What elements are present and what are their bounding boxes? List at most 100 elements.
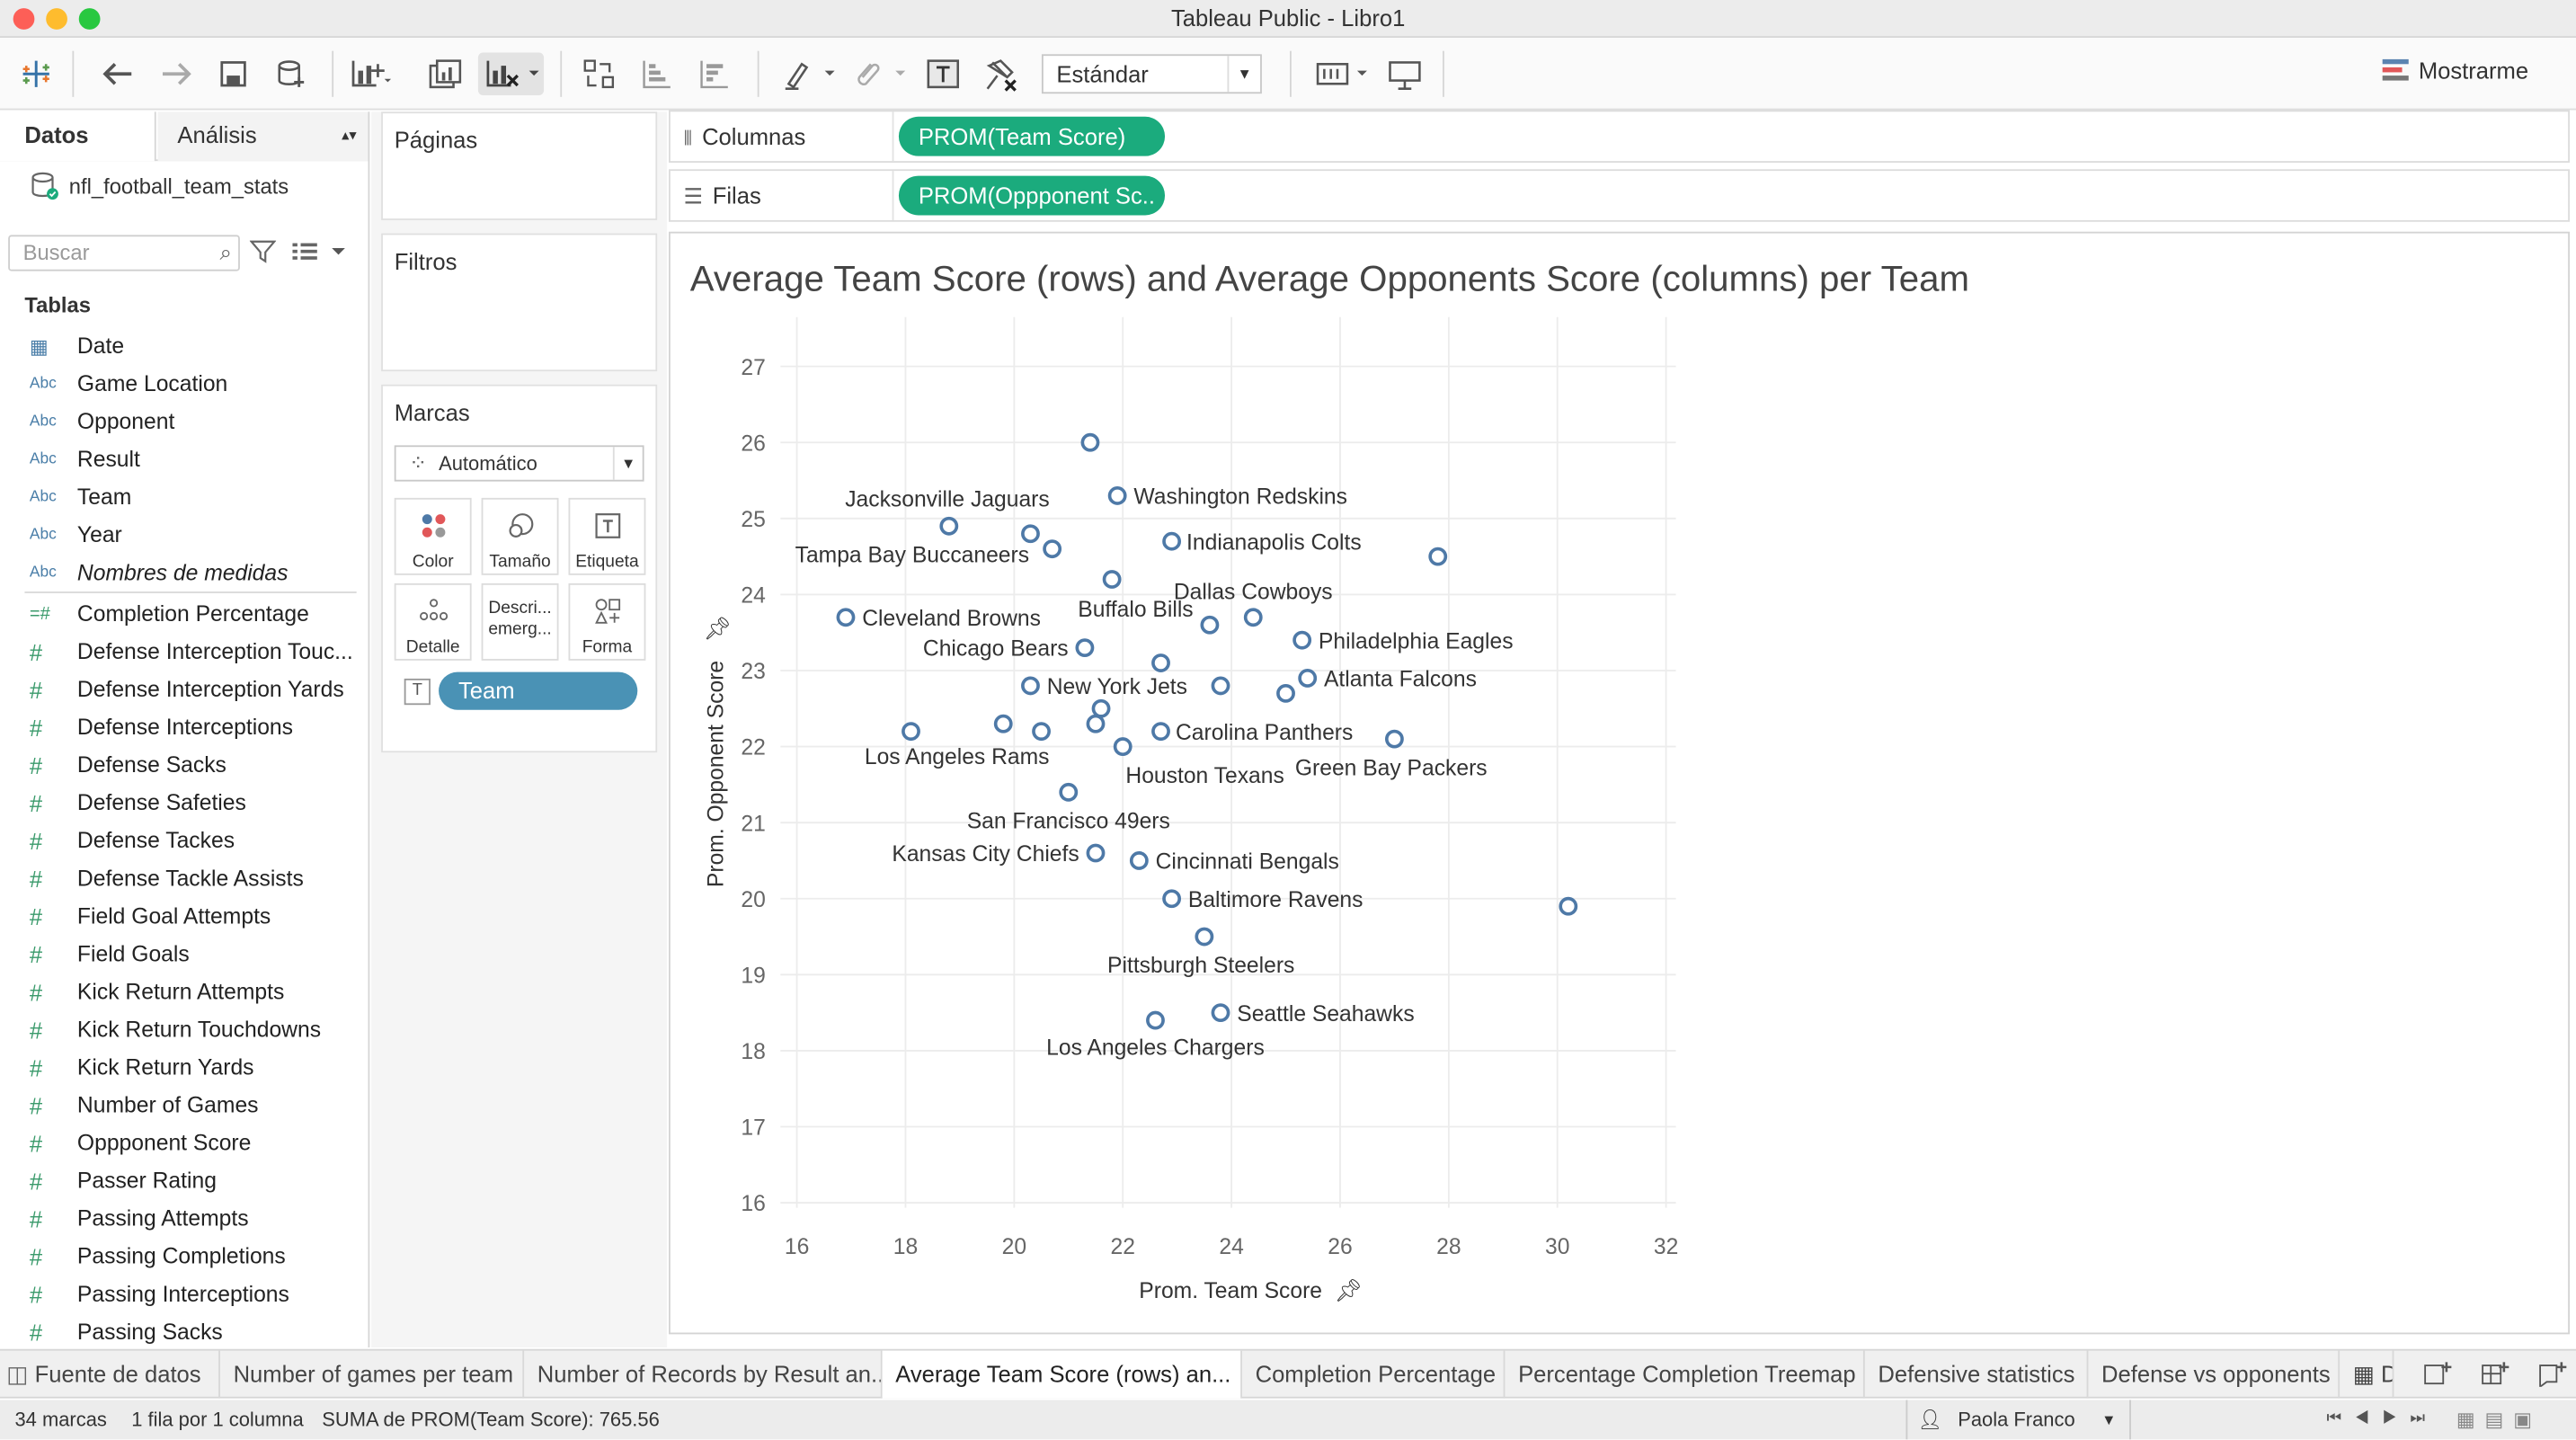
save-icon[interactable] bbox=[212, 52, 255, 95]
fix-axes-icon[interactable] bbox=[979, 52, 1022, 95]
search-input[interactable]: Buscar ⌕ bbox=[8, 235, 240, 271]
sheet-nav-controls[interactable]: ⏮◀▶⏭ bbox=[2326, 1409, 2438, 1428]
undo-icon[interactable] bbox=[97, 52, 140, 95]
field-defense-interception-yards[interactable]: # Defense Interception Yards bbox=[0, 671, 368, 708]
field-defense-interception-touc-[interactable]: # Defense Interception Touc... bbox=[0, 633, 368, 671]
duplicate-sheet-icon[interactable] bbox=[424, 52, 467, 95]
zoom-window-button[interactable] bbox=[78, 8, 101, 30]
highlight-icon[interactable] bbox=[776, 52, 841, 95]
sheet-tab[interactable]: ▦ D bbox=[2340, 1350, 2394, 1399]
field-team[interactable]: Abc Team bbox=[0, 478, 368, 516]
tab-data[interactable]: Datos bbox=[0, 111, 156, 162]
pin-icon[interactable]: 📌︎ bbox=[703, 617, 731, 641]
showme-button[interactable]: Mostrarme bbox=[2382, 58, 2528, 84]
mark-type-select[interactable]: ⁘ Automático ▼ bbox=[394, 445, 644, 482]
data-point[interactable] bbox=[1086, 843, 1106, 863]
field-date[interactable]: ▦ Date bbox=[0, 327, 368, 365]
team-label-pill[interactable]: Team bbox=[439, 671, 638, 710]
data-point[interactable] bbox=[1086, 714, 1106, 733]
field-year[interactable]: Abc Year bbox=[0, 516, 368, 554]
data-point[interactable] bbox=[1151, 653, 1170, 672]
field-passing-completions[interactable]: # Passing Completions bbox=[0, 1237, 368, 1275]
new-worksheet-icon[interactable] bbox=[349, 52, 392, 95]
data-point[interactable] bbox=[1113, 737, 1133, 756]
sheet-tab[interactable]: Percentage Completion Treemap bbox=[1505, 1350, 1865, 1399]
sheet-tab[interactable]: Completion Percentage bbox=[1242, 1350, 1506, 1399]
presentation-mode-icon[interactable] bbox=[1383, 52, 1426, 95]
data-point[interactable] bbox=[939, 516, 959, 536]
rows-shelf[interactable]: ☰ Filas PROM(Oppponent Sc.. bbox=[668, 169, 2570, 222]
data-point[interactable] bbox=[1384, 729, 1404, 749]
data-point[interactable] bbox=[1075, 638, 1095, 658]
data-point[interactable] bbox=[1211, 1003, 1230, 1023]
swap-rows-columns-icon[interactable] bbox=[578, 52, 621, 95]
new-story-tab-icon[interactable] bbox=[2538, 1361, 2568, 1392]
field-passing-attempts[interactable]: # Passing Attempts bbox=[0, 1199, 368, 1237]
color-button[interactable]: Color bbox=[394, 497, 472, 575]
data-point[interactable] bbox=[1032, 722, 1051, 742]
datasource-item[interactable]: nfl_football_team_stats bbox=[30, 171, 289, 200]
field-oppponent-score[interactable]: # Oppponent Score bbox=[0, 1124, 368, 1161]
field-defense-tackle-assists[interactable]: # Defense Tackle Assists bbox=[0, 859, 368, 897]
field-game-location[interactable]: Abc Game Location bbox=[0, 365, 368, 403]
data-point[interactable] bbox=[1298, 669, 1318, 688]
data-point[interactable] bbox=[1146, 1010, 1165, 1030]
new-datasource-icon[interactable] bbox=[270, 52, 313, 95]
data-point[interactable] bbox=[1151, 722, 1170, 742]
field-passing-interceptions[interactable]: # Passing Interceptions bbox=[0, 1276, 368, 1313]
data-point[interactable] bbox=[1200, 615, 1220, 635]
data-point[interactable] bbox=[1129, 851, 1149, 870]
data-point[interactable] bbox=[1080, 432, 1100, 452]
user-menu[interactable]: 👤︎ Paola Franco ▼ bbox=[1905, 1400, 2131, 1440]
tooltip-button[interactable]: Descri... emerg... bbox=[481, 582, 559, 661]
field-field-goal-attempts[interactable]: # Field Goal Attempts bbox=[0, 897, 368, 935]
minimize-window-button[interactable] bbox=[46, 8, 67, 30]
data-point[interactable] bbox=[1021, 524, 1040, 544]
data-point[interactable] bbox=[1211, 676, 1230, 696]
field-result[interactable]: Abc Result bbox=[0, 440, 368, 478]
field-kick-return-touchdowns[interactable]: # Kick Return Touchdowns bbox=[0, 1010, 368, 1048]
show-mark-labels-icon[interactable] bbox=[922, 52, 965, 95]
data-point[interactable] bbox=[1162, 531, 1182, 551]
data-point[interactable] bbox=[1107, 486, 1127, 505]
sheet-tab[interactable]: Defensive statistics bbox=[1865, 1350, 2089, 1399]
field-kick-return-yards[interactable]: # Kick Return Yards bbox=[0, 1048, 368, 1086]
fit-width-icon[interactable] bbox=[1310, 52, 1375, 95]
columns-pill[interactable]: PROM(Team Score) bbox=[898, 116, 1166, 156]
data-point[interactable] bbox=[993, 714, 1013, 733]
sheet-tab[interactable]: Defense vs opponents bbox=[2088, 1350, 2341, 1399]
field-nombres-de-medidas[interactable]: Abc Nombres de medidas bbox=[0, 554, 368, 591]
tab-datasource[interactable]: ◫ Fuente de datos bbox=[0, 1350, 220, 1399]
field-passing-sacks[interactable]: # Passing Sacks bbox=[0, 1313, 368, 1347]
new-worksheet-tab-icon[interactable] bbox=[2423, 1361, 2453, 1392]
clear-sheet-icon[interactable] bbox=[477, 52, 545, 96]
field-passer-rating[interactable]: # Passer Rating bbox=[0, 1161, 368, 1199]
data-point[interactable] bbox=[1021, 676, 1040, 696]
data-point[interactable] bbox=[1559, 896, 1578, 916]
field-number-of-games[interactable]: # Number of Games bbox=[0, 1086, 368, 1124]
sort-ascending-icon[interactable] bbox=[635, 52, 679, 95]
size-button[interactable]: Tamaño bbox=[481, 497, 559, 575]
field-kick-return-attempts[interactable]: # Kick Return Attempts bbox=[0, 973, 368, 1010]
shape-button[interactable]: Forma bbox=[568, 582, 646, 661]
filters-card[interactable]: Filtros bbox=[381, 233, 658, 372]
new-dashboard-tab-icon[interactable] bbox=[2481, 1361, 2510, 1392]
label-button[interactable]: Etiqueta bbox=[568, 497, 646, 575]
field-defense-safeties[interactable]: # Defense Safeties bbox=[0, 784, 368, 822]
sort-descending-icon[interactable] bbox=[693, 52, 736, 95]
detail-button[interactable]: Detalle bbox=[394, 582, 472, 661]
field-opponent[interactable]: Abc Opponent bbox=[0, 403, 368, 440]
data-point[interactable] bbox=[1195, 927, 1214, 947]
field-field-goals[interactable]: # Field Goals bbox=[0, 935, 368, 973]
tableau-logo-icon[interactable] bbox=[14, 52, 58, 95]
data-point[interactable] bbox=[1428, 547, 1448, 566]
field-completion-percentage[interactable]: =# Completion Percentage bbox=[0, 595, 368, 633]
data-point[interactable] bbox=[1043, 539, 1062, 559]
view-list-icon[interactable] bbox=[292, 242, 345, 266]
data-point[interactable] bbox=[1276, 683, 1295, 703]
data-point[interactable] bbox=[1102, 570, 1122, 589]
field-defense-interceptions[interactable]: # Defense Interceptions bbox=[0, 708, 368, 746]
view-mode-icons[interactable]: ▦▤▣ bbox=[2456, 1408, 2542, 1432]
data-point[interactable] bbox=[902, 722, 920, 742]
pin-icon[interactable]: 📌︎ bbox=[1334, 1279, 1362, 1303]
